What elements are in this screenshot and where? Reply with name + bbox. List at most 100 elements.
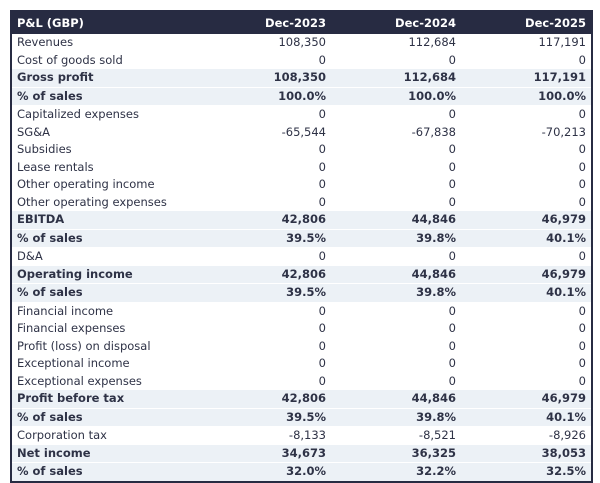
row-value: 112,684 <box>331 69 461 88</box>
table-row: Net income 34,673 36,325 38,053 <box>11 444 592 463</box>
pnl-statement-table-container: P&L (GBP) Dec-2023 Dec-2024 Dec-2025 Rev… <box>10 10 593 483</box>
row-label: Exceptional income <box>17 356 130 370</box>
header-col-dec-2023: Dec-2023 <box>201 11 331 34</box>
table-row: Exceptional income 0 0 0 <box>11 355 592 373</box>
row-value: 0 <box>578 321 586 335</box>
row-label: Cost of goods sold <box>17 52 123 67</box>
row-value: 39.5% <box>201 229 331 248</box>
table-row: Other operating income 0 0 0 <box>11 176 592 194</box>
row-label: % of sales <box>11 408 201 427</box>
row-value: 40.1% <box>461 229 592 248</box>
row-value: 0 <box>578 373 586 388</box>
row-value: 0 <box>578 338 586 353</box>
row-value: 100.0% <box>201 87 331 106</box>
row-value: -67,838 <box>411 124 456 139</box>
row-value: 0 <box>578 303 586 318</box>
row-value: 42,806 <box>201 265 331 284</box>
table-row: % of sales 32.0% 32.2% 32.5% <box>11 462 592 482</box>
row-value: 0 <box>318 356 326 370</box>
row-value: 0 <box>448 159 456 174</box>
row-label: Other operating income <box>17 177 155 191</box>
table-header: P&L (GBP) Dec-2023 Dec-2024 Dec-2025 <box>11 11 592 34</box>
row-value: 0 <box>318 321 326 335</box>
table-row: Exceptional expenses 0 0 0 <box>11 373 592 391</box>
row-label: Net income <box>11 444 201 463</box>
table-row: Lease rentals 0 0 0 <box>11 159 592 177</box>
row-label: % of sales <box>11 229 201 248</box>
row-value: 108,350 <box>201 69 331 88</box>
row-label: Subsidies <box>17 142 72 156</box>
table-row: Corporation tax -8,133 -8,521 -8,926 <box>11 427 592 445</box>
header-col-dec-2025: Dec-2025 <box>461 11 592 34</box>
table-row: Operating income 42,806 44,846 46,979 <box>11 265 592 284</box>
row-value: 0 <box>448 52 456 67</box>
row-value: 100.0% <box>461 87 592 106</box>
row-label: Financial income <box>17 303 114 318</box>
row-label: Capitalized expenses <box>17 107 139 121</box>
row-value: -8,133 <box>288 428 326 442</box>
row-label: Lease rentals <box>17 159 94 174</box>
row-value: 0 <box>318 249 326 263</box>
table-body: Revenues 108,350 112,684 117,191 Cost of… <box>11 34 592 482</box>
row-value: 0 <box>578 107 586 121</box>
table-row: % of sales 39.5% 39.8% 40.1% <box>11 408 592 427</box>
row-value: 0 <box>448 194 456 209</box>
row-value: 39.8% <box>331 229 461 248</box>
row-value: 42,806 <box>201 390 331 409</box>
pnl-statement-table: P&L (GBP) Dec-2023 Dec-2024 Dec-2025 Rev… <box>10 10 593 483</box>
row-value: 38,053 <box>461 444 592 463</box>
row-value: 0 <box>448 373 456 388</box>
row-value: 117,191 <box>538 35 586 49</box>
row-value: 0 <box>448 107 456 121</box>
row-value: 36,325 <box>331 444 461 463</box>
header-row: P&L (GBP) Dec-2023 Dec-2024 Dec-2025 <box>11 11 592 34</box>
row-value: 46,979 <box>461 211 592 230</box>
row-value: 39.8% <box>331 283 461 303</box>
row-value: -70,213 <box>541 124 586 139</box>
row-value: 40.1% <box>461 283 592 303</box>
row-value: 0 <box>448 142 456 156</box>
table-row: % of sales 39.5% 39.8% 40.1% <box>11 283 592 303</box>
row-value: 32.5% <box>461 462 592 482</box>
row-value: 0 <box>448 356 456 370</box>
table-row: Revenues 108,350 112,684 117,191 <box>11 34 592 52</box>
row-value: 0 <box>448 338 456 353</box>
row-label: Profit before tax <box>11 390 201 409</box>
row-value: -8,926 <box>548 428 586 442</box>
row-value: 117,191 <box>461 69 592 88</box>
table-row: Subsidies 0 0 0 <box>11 141 592 159</box>
row-value: 0 <box>318 52 326 67</box>
row-label: Operating income <box>11 265 201 284</box>
row-value: 0 <box>318 194 326 209</box>
table-row: Profit (loss) on disposal 0 0 0 <box>11 338 592 356</box>
row-value: 0 <box>318 107 326 121</box>
row-value: 0 <box>448 303 456 318</box>
row-value: 0 <box>318 177 326 191</box>
row-value: 0 <box>578 194 586 209</box>
row-value: 0 <box>578 356 586 370</box>
table-row: Capitalized expenses 0 0 0 <box>11 106 592 124</box>
row-value: 0 <box>578 159 586 174</box>
table-row: EBITDA 42,806 44,846 46,979 <box>11 211 592 230</box>
row-value: 32.0% <box>201 462 331 482</box>
row-value: 0 <box>448 249 456 263</box>
row-label: % of sales <box>11 462 201 482</box>
table-row: % of sales 39.5% 39.8% 40.1% <box>11 229 592 248</box>
row-value: 0 <box>318 338 326 353</box>
row-value: 0 <box>318 142 326 156</box>
header-col-dec-2024: Dec-2024 <box>331 11 461 34</box>
row-label: % of sales <box>11 283 201 303</box>
row-value: 34,673 <box>201 444 331 463</box>
row-value: 0 <box>318 303 326 318</box>
row-value: -8,521 <box>418 428 456 442</box>
header-pnl-currency: P&L (GBP) <box>11 11 201 34</box>
row-value: 108,350 <box>278 35 326 49</box>
table-row: Financial income 0 0 0 <box>11 302 592 320</box>
row-label: EBITDA <box>11 211 201 230</box>
row-value: -65,544 <box>281 124 326 139</box>
table-row: Profit before tax 42,806 44,846 46,979 <box>11 390 592 409</box>
table-row: Other operating expenses 0 0 0 <box>11 194 592 212</box>
row-value: 0 <box>578 177 586 191</box>
row-value: 39.5% <box>201 408 331 427</box>
table-row: Gross profit 108,350 112,684 117,191 <box>11 69 592 88</box>
